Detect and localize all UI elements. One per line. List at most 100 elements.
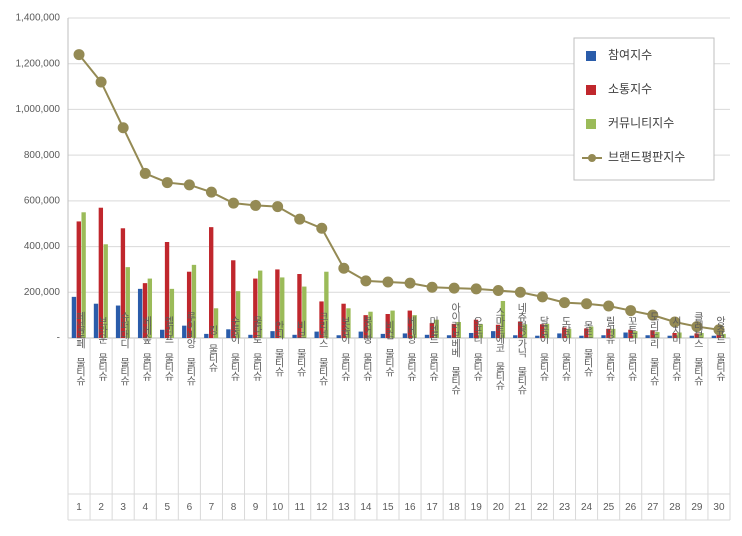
category-index: 9: [253, 502, 259, 513]
category-index: 27: [647, 502, 659, 513]
brand-marker: [537, 292, 547, 302]
category-index: 4: [142, 502, 148, 513]
brand-marker: [582, 299, 592, 309]
legend-label: 소통지수: [608, 82, 652, 96]
brand-marker: [118, 123, 128, 133]
category-name: 달곰이 물티슈: [537, 316, 549, 382]
category-name: 크리넥스 물티슈: [316, 312, 328, 387]
category-name: 붕어빵 물티슈: [360, 316, 372, 382]
category-index: 24: [581, 502, 593, 513]
brand-marker: [471, 284, 481, 294]
category-index: 11: [295, 502, 306, 513]
category-name: 꼬토리 물티슈: [625, 316, 637, 382]
brand-marker: [361, 276, 371, 286]
ytick-label: -: [57, 333, 60, 344]
legend-label: 브랜드평판지수: [608, 150, 685, 164]
category-name: 킹 물티슈: [206, 325, 218, 373]
ytick-label: 1,400,000: [16, 13, 61, 24]
brand-marker: [383, 277, 393, 287]
chart-svg: - 200,000 400,000 600,000 800,000 1,000,000 1,…: [0, 0, 742, 536]
category-name: 브라운 물티슈: [96, 316, 108, 382]
category-name: 루이비앙 물티슈: [184, 311, 196, 386]
bar-소통지수: [209, 227, 213, 338]
category-name: 클레보스 물티슈: [691, 311, 703, 386]
category-index: 20: [493, 502, 505, 513]
brand-marker: [74, 50, 84, 60]
category-index: 21: [515, 502, 527, 513]
brand-marker: [560, 298, 570, 308]
category-name: 앙쥬르 물티슈: [713, 316, 725, 382]
category-index: 13: [338, 502, 350, 513]
category-name: 도담이 물티슈: [559, 316, 571, 382]
brand-marker: [184, 180, 194, 190]
category-name: 몽드 물티슈: [581, 320, 593, 377]
category-name: 시치미 물티슈: [669, 316, 681, 382]
category-index: 14: [360, 502, 372, 513]
ytick-label: 800,000: [24, 150, 61, 161]
category-index: 12: [316, 502, 328, 513]
legend-label: 참여지수: [608, 48, 652, 62]
ytick-label: 200,000: [24, 287, 61, 298]
category-index: 23: [559, 502, 571, 513]
category-index: 1: [76, 502, 82, 513]
category-index: 15: [382, 502, 394, 513]
category-name: 베베앙 물티슈: [405, 316, 417, 382]
category-name: 릴리유 물티슈: [603, 315, 615, 382]
legend-marker: [588, 154, 596, 162]
brand-marker: [273, 202, 283, 212]
category-index: 29: [691, 502, 703, 513]
category-name: 비브 물티슈: [294, 320, 306, 377]
brand-marker: [162, 178, 172, 188]
category-name: 아이러브베베 물티슈: [449, 302, 461, 395]
brand-marker: [449, 283, 459, 293]
category-name: 슈퍼대디 물티슈: [118, 311, 130, 386]
legend-swatch: [586, 85, 596, 95]
ytick-label: 600,000: [24, 195, 61, 206]
category-index: 25: [603, 502, 615, 513]
category-name: 비컴 물티슈: [382, 320, 394, 377]
brand-marker: [229, 198, 239, 208]
brand-marker: [251, 200, 261, 210]
brand-marker: [604, 301, 614, 311]
legend-swatch: [586, 119, 596, 129]
category-name: 오프리 물티슈: [471, 316, 483, 382]
chart-container: - 200,000 400,000 600,000 800,000 1,000,000 1,…: [0, 0, 742, 536]
brand-marker: [339, 263, 349, 273]
brand-marker: [140, 168, 150, 178]
category-index: 6: [187, 502, 193, 513]
brand-marker: [295, 214, 305, 224]
category-index: 2: [98, 502, 104, 513]
category-name: 페넬로페 물티슈: [74, 311, 86, 386]
brand-marker: [405, 278, 415, 288]
category-name: 보솜이 물티슈: [338, 316, 350, 382]
category-name: 스마트에코 물티슈: [493, 307, 505, 391]
category-index: 30: [713, 502, 725, 513]
category-index: 17: [427, 502, 439, 513]
brand-marker: [317, 223, 327, 233]
category-index: 18: [449, 502, 461, 513]
category-name: 순둥이 물티슈: [228, 316, 240, 382]
category-name: 안디 물티슈: [272, 320, 284, 377]
category-name: 도리도리 물티슈: [647, 312, 659, 387]
ytick-label: 400,000: [24, 241, 61, 252]
category-name: 물따로 물티슈: [250, 316, 262, 382]
brand-marker: [427, 282, 437, 292]
category-name: 엘리프 물티슈: [162, 315, 174, 382]
category-index: 22: [537, 502, 549, 513]
brand-marker: [96, 77, 106, 87]
legend-swatch: [586, 51, 596, 61]
category-index: 28: [669, 502, 681, 513]
brand-marker: [626, 306, 636, 316]
brand-marker: [515, 287, 525, 297]
category-index: 8: [231, 502, 237, 513]
brand-marker: [493, 285, 503, 295]
ytick-label: 1,200,000: [16, 58, 61, 69]
category-index: 26: [625, 502, 637, 513]
legend: 참여지수소통지수커뮤니티지수브랜드평판지수: [574, 38, 714, 180]
ytick-label: 1,000,000: [16, 104, 61, 115]
category-index: 5: [165, 502, 171, 513]
category-index: 3: [120, 502, 126, 513]
legend-label: 커뮤니티지수: [608, 116, 674, 130]
category-index: 19: [471, 502, 483, 513]
category-index: 10: [272, 502, 284, 513]
